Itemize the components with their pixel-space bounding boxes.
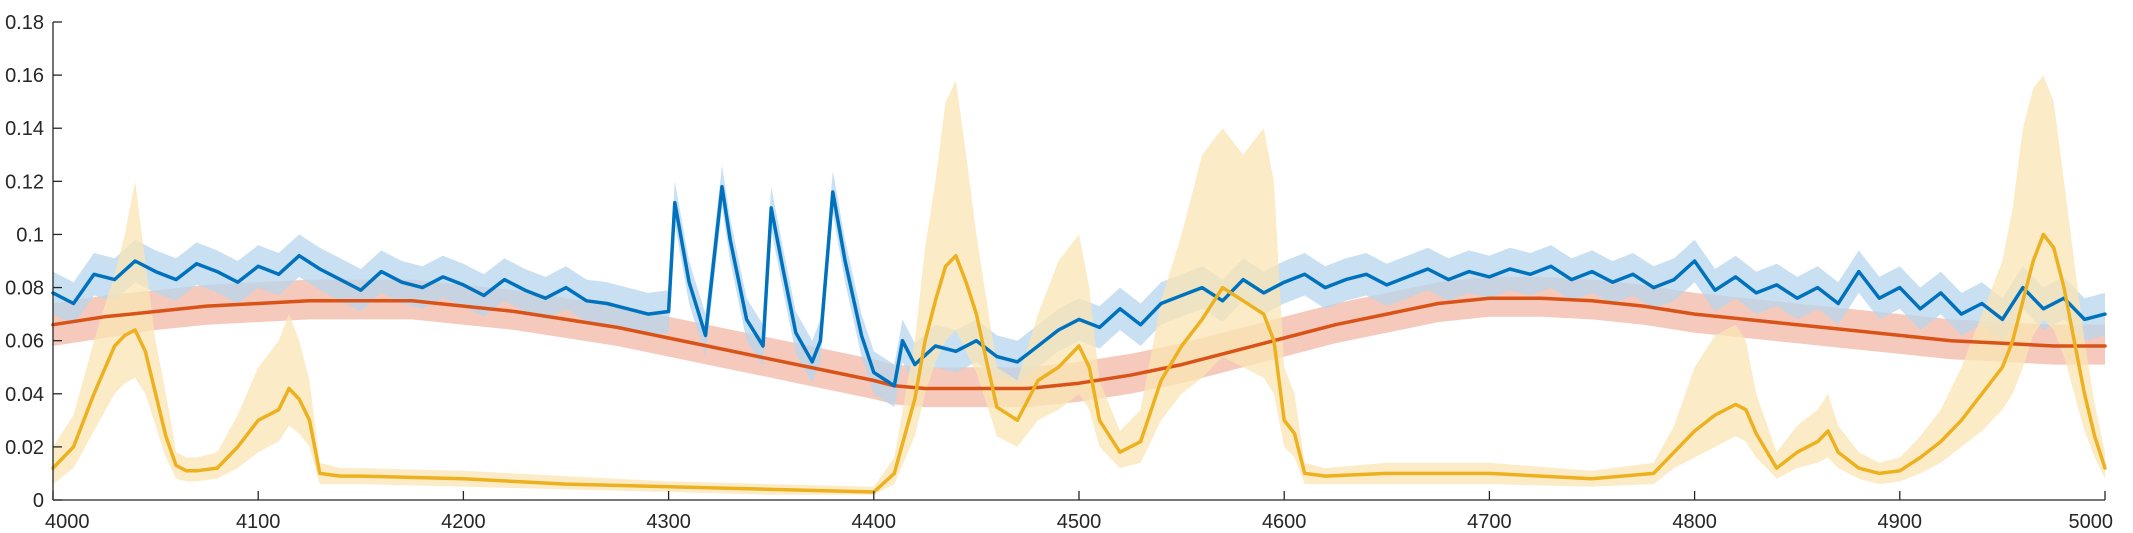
x-tick-label: 4100 [236, 511, 281, 533]
y-tick-label: 0.04 [5, 384, 44, 406]
series-1-line [51, 296, 2107, 391]
confidence-bands [53, 75, 2105, 495]
y-tick-label: 0.18 [5, 12, 44, 34]
x-axis-ticks: 4000 4100 4200 4300 4400 4500 4600 4700 4800 4900… [45, 491, 2113, 533]
series-1-band [53, 276, 2105, 408]
x-tick-label: 4500 [1057, 511, 1102, 533]
y-tick-label: 0 [33, 490, 44, 512]
y-tick-label: 0.12 [5, 171, 44, 193]
x-tick-label: 4200 [441, 511, 486, 533]
series-3-line [51, 232, 2107, 494]
y-tick-label: 0.1 [16, 224, 44, 246]
x-tick-label: 4800 [1672, 511, 1717, 533]
series-lines [51, 184, 2107, 494]
x-tick-label: 4400 [852, 511, 897, 533]
series-3-band [53, 75, 2105, 495]
x-tick-label: 4300 [646, 511, 691, 533]
x-tick-label: 4700 [1467, 511, 1512, 533]
series-2-line [51, 184, 2107, 388]
x-tick-label: 4900 [1878, 511, 1923, 533]
y-tick-label: 0.06 [5, 331, 44, 353]
x-tick-label: 4600 [1262, 511, 1307, 533]
y-tick-label: 0.14 [5, 118, 44, 140]
y-axis-ticks: 0 0.02 0.04 0.06 0.08 0.1 0.12 0.14 0.16 0.18 [5, 12, 62, 512]
x-tick-label: 4000 [45, 511, 90, 533]
y-tick-label: 0.16 [5, 65, 44, 87]
y-tick-label: 0.02 [5, 437, 44, 459]
x-tick-label: 5000 [2069, 511, 2114, 533]
y-tick-label: 0.08 [5, 278, 44, 300]
